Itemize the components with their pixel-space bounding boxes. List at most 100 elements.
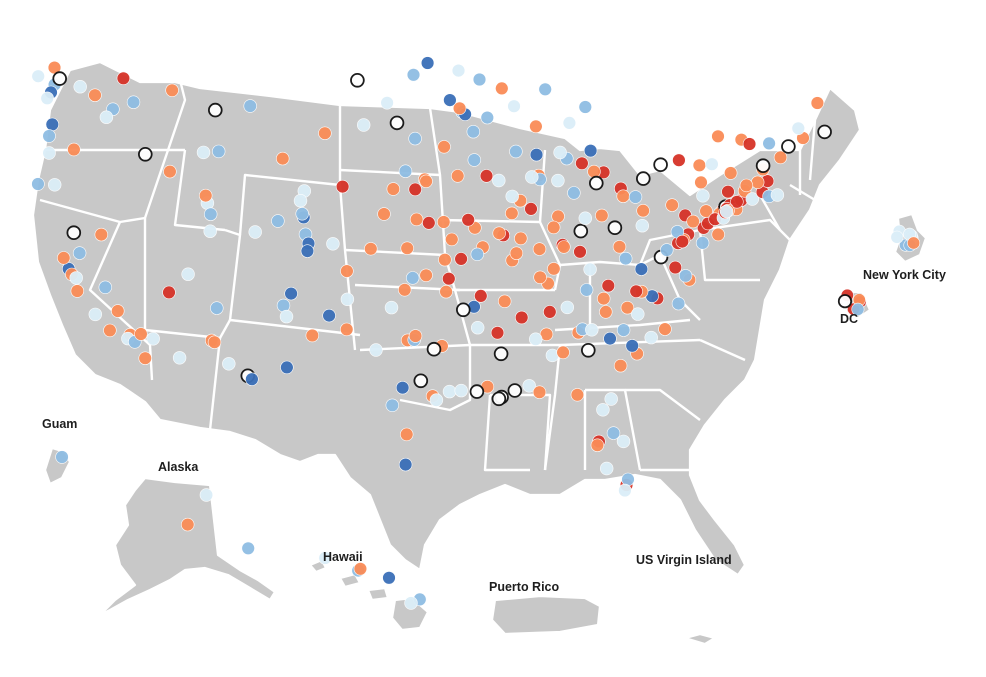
site-dot-very-high [742, 137, 757, 151]
site-dot-high [138, 351, 152, 365]
site-dot-neutral [644, 330, 658, 345]
site-dot-high [596, 291, 611, 306]
site-dot-low [210, 301, 224, 315]
site-dot-high [67, 142, 81, 157]
site-dot-neutral [492, 173, 506, 188]
site-dot-high [165, 83, 179, 98]
site-dot-very-low [603, 331, 617, 346]
site-dot-very-low [382, 571, 396, 585]
site-dot-high [616, 189, 630, 203]
dc-dot-low [851, 302, 865, 316]
site-dot-low [72, 246, 87, 260]
site-dot-low [470, 247, 484, 262]
site-dot-no-data [469, 384, 485, 399]
site-dot-no-data [208, 102, 223, 118]
site-dot-high [665, 198, 679, 212]
site-dot-high [340, 322, 354, 337]
site-dot-no-data [653, 157, 668, 173]
site-dot-neutral [562, 116, 577, 130]
site-dot-high [305, 328, 319, 343]
site-dot-neutral [357, 118, 371, 132]
site-dot-high [532, 385, 547, 399]
site-dot-no-data [580, 342, 596, 358]
site-dot-high [400, 241, 414, 255]
site-dot-neutral [31, 69, 45, 83]
site-dot-very-low [300, 244, 315, 258]
site-dot-low [243, 99, 257, 113]
site-dot-low [42, 129, 56, 143]
site-dot-very-high [162, 285, 176, 300]
site-dot-high [437, 140, 451, 154]
site-dot-high [386, 182, 400, 196]
site-dot-very-high [454, 252, 468, 266]
site-dot-low [295, 207, 309, 221]
site-dot-high [451, 169, 465, 183]
site-dot-low [55, 450, 69, 464]
site-dot-very-low [625, 339, 639, 353]
site-dot-neutral [618, 483, 632, 498]
site-dot-high [557, 240, 571, 254]
site-dot-low [628, 190, 643, 204]
site-dot-very-high [672, 153, 686, 167]
site-dot-very-high [524, 202, 538, 216]
site-dot-very-high [668, 260, 682, 275]
site-dot-neutral [203, 224, 217, 238]
site-dot-low [398, 164, 413, 178]
site-dots [31, 56, 832, 610]
site-dot-very-high [721, 185, 735, 199]
site-dot-low [660, 243, 674, 257]
site-dot-high [773, 150, 788, 165]
site-dot-low [467, 153, 481, 167]
site-dot-low [762, 136, 776, 151]
site-dot-low [480, 110, 494, 125]
site-dot-high [590, 438, 605, 452]
site-dot-no-data [52, 71, 67, 86]
site-dot-very-high [335, 179, 350, 194]
site-dot-high [419, 174, 433, 189]
site-dot-neutral [745, 192, 759, 206]
site-dot-no-data [66, 225, 82, 241]
site-dot-neutral [604, 392, 618, 406]
site-dot-neutral [770, 188, 785, 202]
site-dot-neutral [99, 110, 114, 124]
site-dot-neutral [525, 170, 539, 184]
site-dot-very-low [395, 381, 410, 395]
site-dot-very-high [490, 326, 505, 340]
dc-dot-no-data [837, 294, 853, 309]
site-dot-neutral [454, 383, 468, 398]
site-dot-neutral [585, 323, 599, 337]
site-dot-high [438, 253, 452, 267]
site-dot-low [406, 68, 421, 82]
site-dot-high [276, 151, 290, 166]
site-dot-very-high [573, 245, 587, 259]
site-dot-low [204, 207, 218, 221]
site-dot-no-data [635, 171, 651, 186]
site-dot-high [595, 208, 609, 223]
site-dot-very-low [245, 372, 259, 386]
site-dot-very-high [730, 195, 744, 209]
site-dot-high [686, 214, 700, 229]
site-dot-no-data [755, 158, 771, 174]
site-dot-neutral [635, 219, 649, 233]
site-dot-very-low [634, 262, 649, 276]
site-dot-high [199, 188, 213, 203]
site-dot-low [678, 269, 693, 283]
site-dot-low [276, 298, 291, 313]
site-dot-very-high [116, 71, 131, 86]
site-dot-neutral [471, 321, 485, 335]
site-dot-very-high [408, 182, 422, 197]
site-dot-high [94, 227, 109, 242]
site-dot-very-low [284, 286, 298, 301]
site-dot-no-data [389, 115, 405, 131]
site-dot-high [353, 562, 368, 576]
site-dot-high [694, 175, 708, 190]
site-dot-high [163, 164, 177, 179]
site-dot-very-high [629, 284, 643, 298]
site-dot-low [271, 214, 285, 228]
site-dot-neutral [522, 379, 536, 393]
site-dot-high [398, 283, 412, 297]
site-dot-neutral [369, 343, 383, 357]
site-dot-high [514, 231, 528, 246]
site-dot-neutral [578, 211, 592, 225]
site-dot-high [570, 388, 585, 402]
